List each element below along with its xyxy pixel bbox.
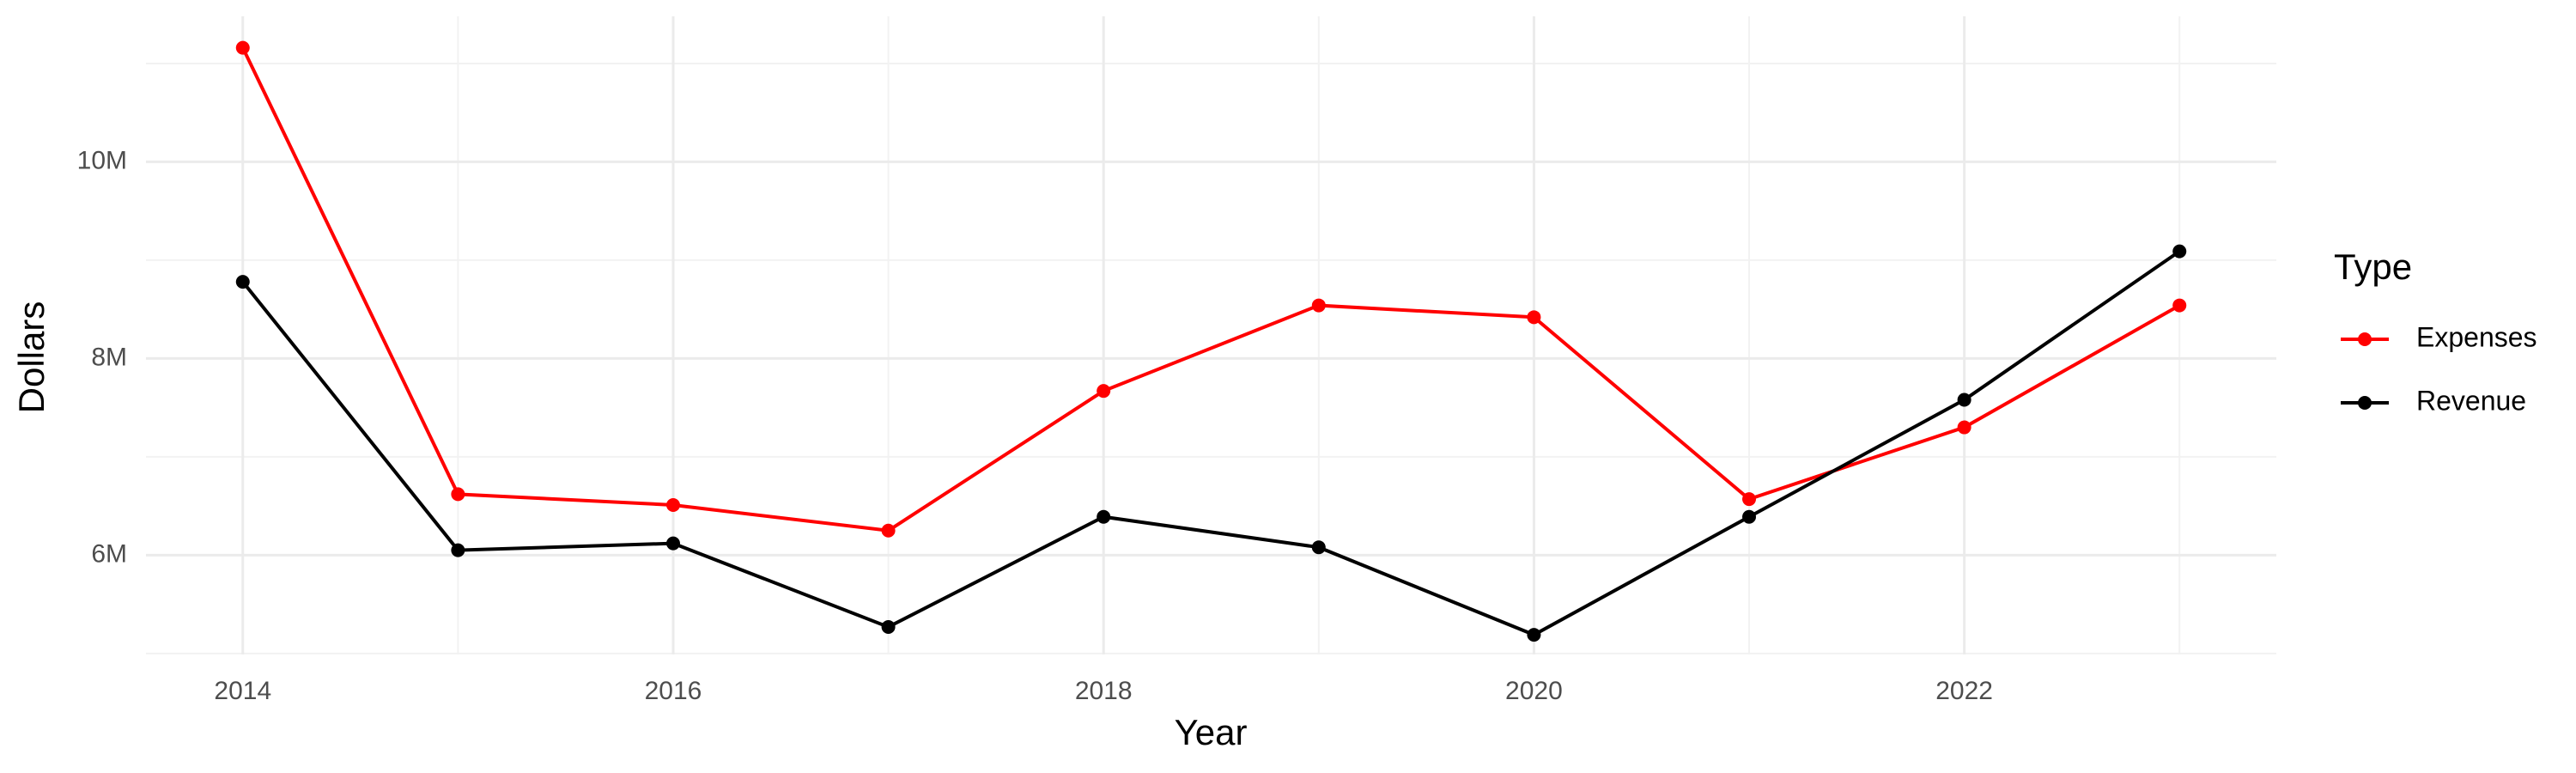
data-point (451, 487, 465, 502)
legend-key-point (2358, 396, 2372, 410)
data-point (1097, 384, 1111, 399)
x-tick-label: 2020 (1505, 677, 1563, 705)
data-point (2172, 244, 2187, 259)
data-point (2172, 298, 2187, 313)
data-point (881, 619, 896, 634)
data-point (881, 523, 896, 538)
data-point (1957, 420, 1971, 435)
data-point (1527, 628, 1541, 642)
legend-label: Revenue (2416, 385, 2526, 416)
x-tick-label: 2014 (214, 677, 271, 705)
y-tick-label: 8M (91, 343, 127, 371)
data-point (1527, 310, 1541, 325)
data-point (1742, 509, 1757, 524)
legend-label: Expenses (2416, 321, 2537, 352)
data-point (1311, 540, 1326, 555)
x-tick-label: 2022 (1935, 677, 1993, 705)
data-point (1311, 298, 1326, 313)
data-point (1742, 492, 1757, 507)
data-point (1097, 509, 1111, 524)
series-line (241, 249, 2181, 637)
y-axis-title: Dollars (11, 301, 52, 414)
y-tick-label: 6M (91, 539, 127, 568)
x-tick-label: 2016 (645, 677, 702, 705)
x-axis-title: Year (1175, 712, 1248, 752)
legend-key-point (2358, 332, 2372, 346)
data-point (235, 275, 250, 289)
data-point (451, 543, 465, 557)
legend-title: Type (2334, 247, 2412, 287)
data-point (665, 536, 680, 551)
data-point (1957, 393, 1971, 407)
data-point (235, 40, 250, 55)
series-line (240, 46, 2181, 533)
y-tick-label: 10M (77, 146, 127, 174)
grid (146, 16, 2276, 654)
data-point (665, 497, 680, 512)
x-tick-label: 2018 (1075, 677, 1133, 705)
